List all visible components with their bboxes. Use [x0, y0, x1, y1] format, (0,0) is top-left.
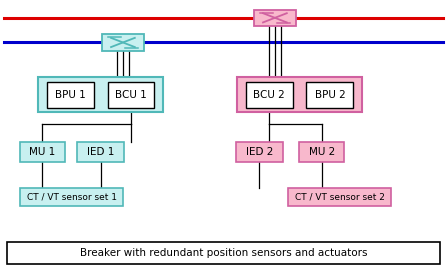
Text: BCU 1: BCU 1 — [115, 90, 147, 99]
Text: MU 1: MU 1 — [30, 147, 55, 157]
Bar — [7, 242, 440, 264]
Bar — [299, 142, 344, 162]
Text: MU 2: MU 2 — [309, 147, 335, 157]
Text: IED 1: IED 1 — [87, 147, 114, 157]
Text: CT / VT sensor set 2: CT / VT sensor set 2 — [295, 193, 385, 202]
Bar — [38, 77, 163, 112]
Bar — [254, 10, 296, 26]
Text: CT / VT sensor set 1: CT / VT sensor set 1 — [26, 193, 117, 202]
Text: Breaker with redundant position sensors and actuators: Breaker with redundant position sensors … — [80, 249, 367, 258]
Text: BPU 1: BPU 1 — [55, 90, 85, 99]
Bar — [236, 142, 283, 162]
Bar — [237, 77, 362, 112]
Bar — [108, 82, 155, 107]
Text: BCU 2: BCU 2 — [253, 90, 285, 99]
Bar — [20, 142, 65, 162]
Bar — [77, 142, 124, 162]
Bar — [102, 34, 144, 51]
Bar — [46, 82, 94, 107]
Text: IED 2: IED 2 — [245, 147, 273, 157]
Text: BPU 2: BPU 2 — [315, 90, 345, 99]
Bar — [20, 189, 123, 206]
Bar — [246, 82, 293, 107]
Bar — [307, 82, 353, 107]
Bar — [288, 189, 391, 206]
